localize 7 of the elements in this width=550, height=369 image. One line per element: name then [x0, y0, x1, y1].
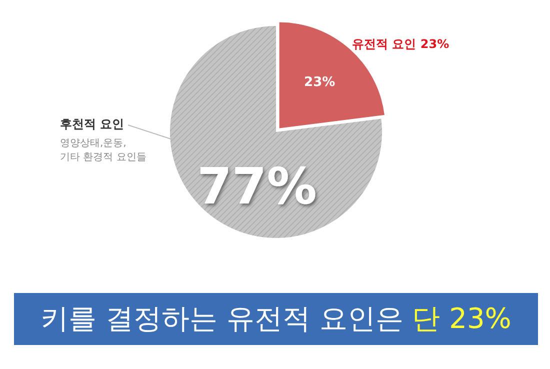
- slice-label: 유전적 요인: [352, 37, 416, 51]
- text: 23%: [420, 37, 450, 51]
- data-label: 23%: [304, 75, 336, 90]
- text: 키를 결정하는 유전적 요인은 단 23%: [40, 302, 512, 335]
- text: 영양상태,운동, 기타 환경적 요인들: [60, 138, 146, 163]
- data-label: 77%: [197, 158, 317, 216]
- slice-label: 후천적 요인: [60, 117, 124, 131]
